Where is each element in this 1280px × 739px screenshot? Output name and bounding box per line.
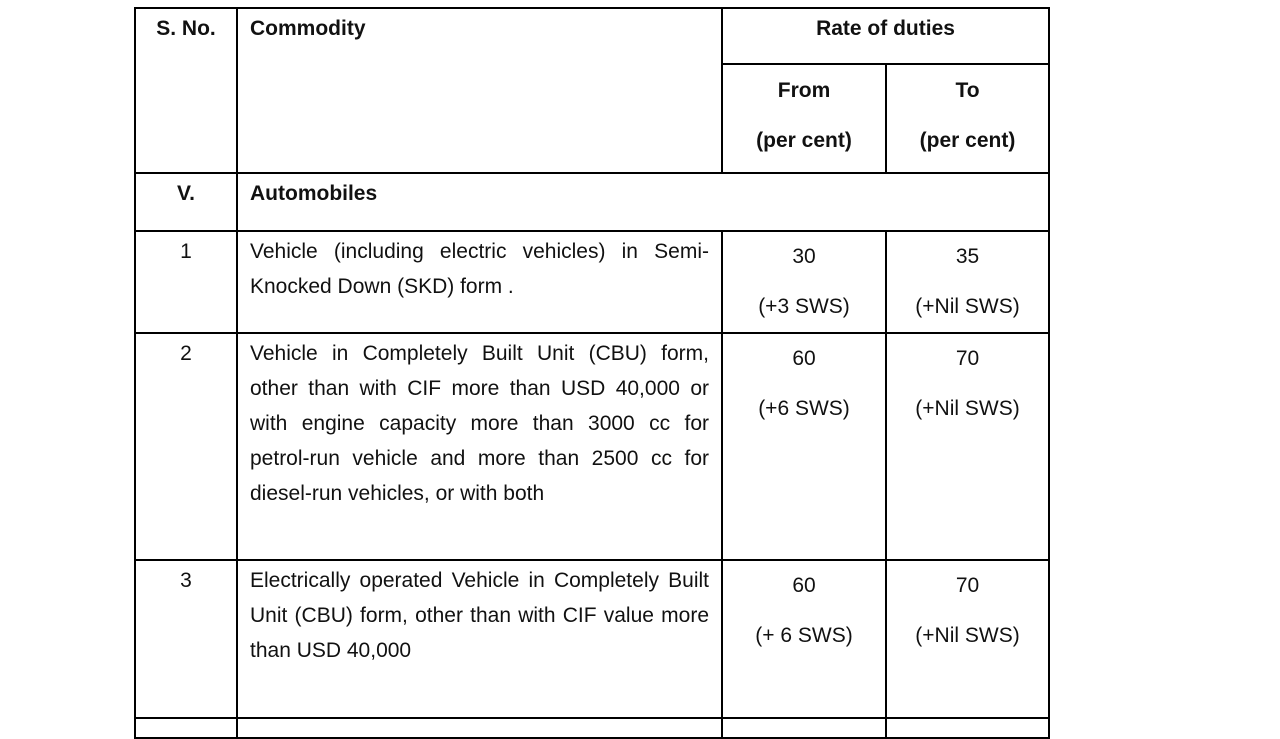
page: S. No. Commodity Rate of duties From (per… (134, 7, 1051, 739)
header-cell: S. No. (134, 7, 238, 174)
cell: 3 (134, 559, 238, 719)
cell: 70 (+Nil SWS) (884, 559, 1051, 719)
row-commodity: Vehicle in Completely Built Unit (CBU) f… (236, 332, 723, 561)
rate-from-sws: (+3 SWS) (758, 295, 850, 318)
rate-from: 60 (792, 574, 816, 597)
rate-to: 35 (955, 245, 980, 268)
header-rate: Rate of duties (816, 17, 955, 40)
cell: 35 (+Nil SWS) (884, 230, 1051, 334)
rate-to: 70 (955, 574, 980, 597)
section-sno: V. (177, 182, 195, 205)
duty-table: S. No. Commodity Rate of duties From (per… (134, 7, 1051, 739)
header-cell: To (per cent) (884, 63, 1051, 174)
cell: 30 (+3 SWS) (721, 230, 887, 334)
row-sno: 2 (180, 342, 192, 365)
header-to: To (955, 79, 980, 102)
rate-to: 70 (955, 347, 980, 370)
header-commodity: Commodity (250, 17, 366, 40)
section-title: Automobiles (250, 182, 378, 205)
rate-to-sws: (+Nil SWS) (915, 295, 1020, 318)
header-cell: Rate of duties (720, 7, 1051, 65)
row: 2 Vehicle in Completely Built Unit (CBU)… (134, 332, 1051, 561)
row-cut (134, 717, 1051, 739)
rate-from-sws: (+6 SWS) (758, 397, 850, 420)
rate-from: 60 (792, 347, 816, 370)
row: 1 Vehicle (including electric vehicles) … (134, 230, 1051, 334)
cell: 2 (134, 332, 238, 561)
row-commodity: Vehicle (including electric vehicles) in… (236, 230, 723, 334)
rate-from: 30 (792, 245, 816, 268)
cell: 60 (+6 SWS) (721, 332, 887, 561)
header-from: From (777, 79, 831, 102)
cell (236, 717, 723, 739)
row-sno: 1 (180, 240, 192, 263)
cell: 1 (134, 230, 238, 334)
row-sno: 3 (180, 569, 192, 592)
cell (134, 717, 238, 739)
row: 3 Electrically operated Vehicle in Compl… (134, 559, 1051, 719)
header-to-unit: (per cent) (919, 129, 1016, 152)
header-cell: From (per cent) (721, 63, 887, 174)
cell (884, 717, 1051, 739)
header-cell: Commodity (236, 7, 723, 174)
cell: 60 (+ 6 SWS) (721, 559, 887, 719)
row-commodity: Electrically operated Vehicle in Complet… (236, 559, 723, 719)
cell (721, 717, 887, 739)
rate-to-sws: (+Nil SWS) (915, 397, 1020, 420)
section-cell: Automobiles (235, 172, 1051, 232)
rate-from-sws: (+ 6 SWS) (755, 624, 853, 647)
section-cell: V. (134, 172, 238, 232)
cell: 70 (+Nil SWS) (884, 332, 1051, 561)
header-sno: S. No. (156, 17, 216, 40)
header-from-unit: (per cent) (756, 129, 852, 152)
rate-to-sws: (+Nil SWS) (915, 624, 1020, 647)
